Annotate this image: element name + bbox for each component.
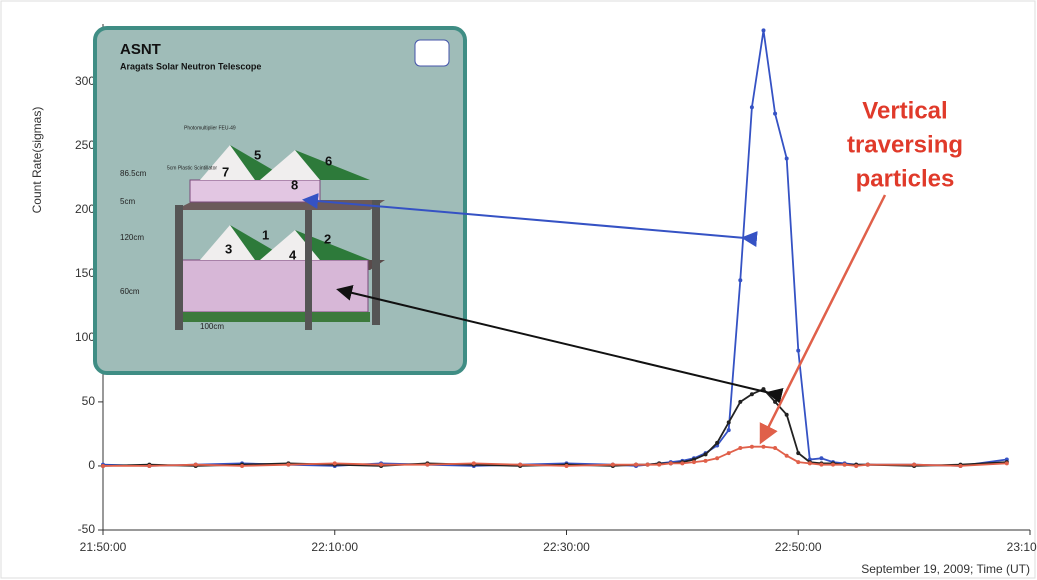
point [715, 456, 719, 460]
y-tick-label: 150 [75, 266, 95, 280]
dimension: 60cm [120, 287, 140, 296]
point [727, 428, 731, 432]
point [773, 400, 777, 404]
point [240, 464, 244, 468]
part-label: Photomultiplier FEU-49 [184, 125, 236, 131]
point [634, 463, 638, 467]
detector-number: 5 [254, 147, 261, 162]
point [101, 464, 105, 468]
point [611, 463, 615, 467]
inset-title: ASNT [120, 41, 161, 58]
detector-number: 1 [262, 227, 269, 242]
part-label: 5cm Plastic Scintillator [167, 165, 217, 171]
point [738, 278, 742, 282]
point [761, 28, 765, 32]
x-axis-label: September 19, 2009; Time (UT) [861, 562, 1030, 576]
point [680, 461, 684, 465]
point [194, 463, 198, 467]
chart: Count Rate(sigmas) September 19, 2009; T… [0, 0, 1037, 580]
y-tick-label: 200 [75, 202, 95, 216]
point [761, 445, 765, 449]
point [750, 105, 754, 109]
point [738, 400, 742, 404]
x-tick-label: 22:10:00 [311, 540, 358, 554]
annotation: Vertical [862, 97, 947, 124]
point [657, 463, 661, 467]
annotation: traversing [847, 131, 963, 158]
x-tick-label: 22:30:00 [543, 540, 590, 554]
y-tick-label: 300 [75, 74, 95, 88]
point [808, 461, 812, 465]
point [727, 420, 731, 424]
y-tick-label: 0 [88, 458, 95, 472]
point [1005, 461, 1009, 465]
point [773, 446, 777, 450]
point [796, 460, 800, 464]
point [704, 459, 708, 463]
point [669, 461, 673, 465]
point [425, 463, 429, 467]
point [286, 463, 290, 467]
y-axis-label: Count Rate(sigmas) [30, 107, 44, 214]
y-tick-label: 250 [75, 138, 95, 152]
point [785, 413, 789, 417]
detector-number: 6 [325, 153, 332, 168]
dimension: 100cm [200, 322, 224, 331]
point [958, 464, 962, 468]
point [379, 463, 383, 467]
point [147, 464, 151, 468]
inset: ASNT Aragats Solar Neutron Telescope 1 2 3… [95, 28, 465, 373]
point [727, 451, 731, 455]
detector-number: 2 [324, 231, 331, 246]
annotation: particles [856, 165, 955, 192]
point [831, 463, 835, 467]
x-tick-label: 22:50:00 [775, 540, 822, 554]
point [912, 463, 916, 467]
page: Count Rate(sigmas) September 19, 2009; T… [0, 0, 1037, 580]
point [796, 349, 800, 353]
detector-number: 7 [222, 164, 229, 179]
point [750, 392, 754, 396]
point [843, 463, 847, 467]
point [785, 454, 789, 458]
point [750, 445, 754, 449]
point [796, 451, 800, 455]
point [704, 452, 708, 456]
detector-number: 4 [289, 247, 297, 262]
logo [415, 40, 449, 66]
point [819, 456, 823, 460]
y-tick-label: 100 [75, 330, 95, 344]
point [333, 461, 337, 465]
dimension: 120cm [120, 233, 144, 242]
point [866, 463, 870, 467]
y-tick-label: 50 [82, 394, 96, 408]
x-tick-label: 21:50:00 [80, 540, 127, 554]
point [738, 446, 742, 450]
detector-number: 8 [291, 177, 298, 192]
point [518, 463, 522, 467]
point [715, 441, 719, 445]
point [819, 463, 823, 467]
dimension: 5cm [120, 197, 135, 206]
point [785, 157, 789, 161]
dimension: 86.5cm [120, 169, 147, 178]
inset-subtitle: Aragats Solar Neutron Telescope [120, 61, 261, 71]
point [854, 464, 858, 468]
point [692, 460, 696, 464]
x-tick-label: 23:10:00 [1007, 540, 1037, 554]
point [646, 463, 650, 467]
detector-number: 3 [225, 241, 232, 256]
point [773, 112, 777, 116]
point [565, 464, 569, 468]
y-tick-label: -50 [78, 522, 96, 536]
point [472, 461, 476, 465]
